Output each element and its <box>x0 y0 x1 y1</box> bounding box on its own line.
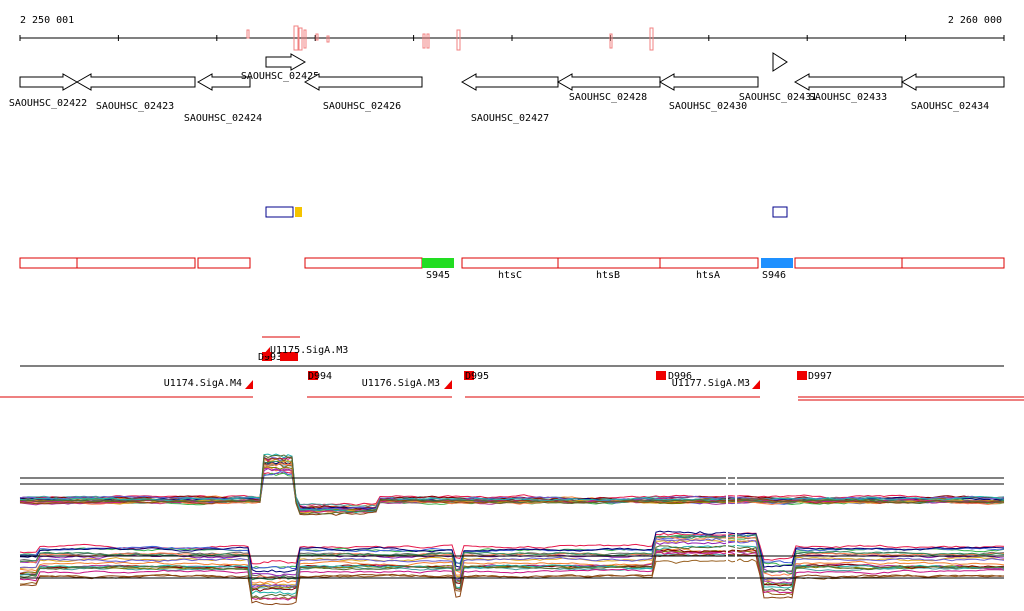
site-box <box>772 206 788 218</box>
feature-box <box>659 257 759 269</box>
gene-label: SAOUHSC_02423 <box>96 101 174 112</box>
feature-label: htsA <box>696 270 720 281</box>
feature-label: htsC <box>498 270 522 281</box>
gene-arrow <box>75 73 196 91</box>
promoter-label: U1175.SigA.M3 <box>270 345 348 356</box>
trace-line <box>19 530 1005 573</box>
feature-label: S946 <box>762 270 786 281</box>
promoter-label: U1176.SigA.M3 <box>362 378 440 389</box>
probe-label: D993 <box>258 352 282 363</box>
probe-mark <box>308 371 318 380</box>
threshold-line <box>20 477 1004 579</box>
feature-box <box>197 257 251 269</box>
ruler-end: 2 260 000 <box>948 15 1002 26</box>
ruler-mark <box>303 29 307 49</box>
gene-arrow <box>265 53 307 71</box>
probe-label: D995 <box>465 371 489 382</box>
gene-arrow <box>19 73 79 91</box>
trace-line <box>19 545 1005 599</box>
gene-label: SAOUHSC_02431 <box>739 92 817 103</box>
gap <box>726 470 728 585</box>
trace-line <box>19 456 1005 516</box>
feature-box <box>76 257 196 269</box>
ruler-mark <box>246 29 250 39</box>
gene-arrow <box>303 73 423 91</box>
promoter-mark <box>262 347 270 356</box>
promoter-line <box>0 396 1024 401</box>
gene-arrow <box>196 73 251 91</box>
probe-mark <box>280 352 298 361</box>
ruler-start: 2 250 001 <box>20 15 74 26</box>
trace-line <box>19 537 1005 588</box>
promoter-mark <box>752 380 760 389</box>
promoter-label: U1177.SigA.M3 <box>672 378 750 389</box>
ruler-mark <box>298 27 303 51</box>
gene-label: SAOUHSC_02424 <box>184 113 262 124</box>
gene-label: SAOUHSC_02430 <box>669 101 747 112</box>
trace-line <box>19 551 1005 601</box>
gene-label: SAOUHSC_02434 <box>911 101 989 112</box>
gene-arrow <box>900 73 1005 91</box>
ruler-mark <box>326 35 330 43</box>
ruler-mark <box>422 33 426 49</box>
trace-line <box>20 462 1005 514</box>
feature-box <box>761 258 793 268</box>
gene-label: SAOUHSC_02422 <box>9 98 87 109</box>
probe-mark <box>464 371 474 380</box>
ruler-mark <box>315 33 319 41</box>
trace-line <box>19 454 1005 515</box>
gap <box>735 470 737 585</box>
trace-line <box>19 553 1005 606</box>
probe-mark <box>656 371 666 380</box>
promoter-mark <box>444 380 452 389</box>
expression-traces <box>19 453 1005 606</box>
gene-label: SAOUHSC_02425 <box>241 71 319 82</box>
promoter-label: U1174.SigA.M4 <box>164 378 242 389</box>
probe-mark <box>797 371 807 380</box>
gene-arrow <box>658 73 759 91</box>
ruler-mark <box>649 27 654 51</box>
probe-label: D994 <box>308 371 332 382</box>
gene-label: SAOUHSC_02426 <box>323 101 401 112</box>
ruler-mark <box>456 29 461 51</box>
ruler-mark <box>293 25 299 51</box>
feature-box <box>422 258 454 268</box>
feature-box <box>901 257 1005 269</box>
probe-label: D997 <box>808 371 832 382</box>
trace-line <box>20 453 1005 514</box>
trace-line <box>19 547 1005 584</box>
feature-label: htsB <box>596 270 620 281</box>
feature-label: S945 <box>426 270 450 281</box>
gene-label: SAOUHSC_02427 <box>471 113 549 124</box>
ruler-mark <box>426 33 430 49</box>
site-box <box>295 207 302 217</box>
trace-line <box>19 544 1005 595</box>
gene-arrow <box>772 52 788 72</box>
gene-label: SAOUHSC_02433 <box>809 92 887 103</box>
ruler-mark <box>609 33 613 49</box>
site-box <box>265 206 294 218</box>
trace-line <box>20 552 1005 591</box>
probe-label: D996 <box>668 371 692 382</box>
probe-mark <box>262 352 272 361</box>
gene-label: SAOUHSC_02428 <box>569 92 647 103</box>
promoter-mark <box>245 380 253 389</box>
